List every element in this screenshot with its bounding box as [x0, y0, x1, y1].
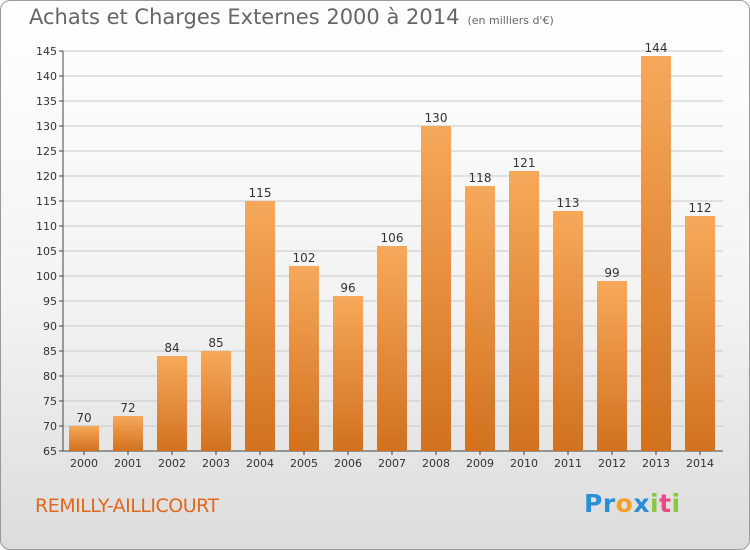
y-tick-label: 65 — [43, 445, 57, 458]
data-label-2010: 121 — [513, 156, 536, 170]
y-tick-label: 125 — [36, 145, 57, 158]
location-label: REMILLY-AILLICOURT — [35, 495, 219, 517]
bar-2006 — [333, 296, 363, 451]
y-tick-label: 110 — [36, 220, 57, 233]
y-tick-label: 85 — [43, 345, 57, 358]
x-tick-label-2004: 2004 — [246, 457, 274, 470]
bar-2009 — [465, 186, 495, 451]
chart-title: Achats et Charges Externes 2000 à 2014 (e… — [29, 5, 554, 29]
x-tick-label-2005: 2005 — [290, 457, 318, 470]
bar-2008 — [421, 126, 451, 451]
chart-title-text: Achats et Charges Externes 2000 à 2014 — [29, 5, 460, 29]
logo-letter: P — [584, 489, 603, 518]
data-label-2004: 115 — [249, 186, 272, 200]
logo-letter: r — [602, 489, 616, 518]
logo-letter: i — [671, 489, 681, 518]
y-tick-label: 135 — [36, 95, 57, 108]
bar-2013 — [641, 56, 671, 451]
data-label-2000: 70 — [76, 411, 91, 425]
bar-2001 — [113, 416, 143, 451]
bar-2000 — [69, 426, 99, 451]
data-label-2008: 130 — [425, 111, 448, 125]
data-label-2006: 96 — [340, 281, 355, 295]
y-tick-label: 120 — [36, 170, 57, 183]
y-tick-label: 95 — [43, 295, 57, 308]
x-tick-label-2010: 2010 — [510, 457, 538, 470]
labels: 65 70 75 80 85 90 95 100 105 110 115 120 125 130 135 14… — [36, 41, 714, 470]
y-tick-label: 130 — [36, 120, 57, 133]
data-label-2001: 72 — [120, 401, 135, 415]
x-tick-label-2007: 2007 — [378, 457, 406, 470]
x-tick-label-2013: 2013 — [642, 457, 670, 470]
data-label-2013: 144 — [645, 41, 668, 55]
y-tick-label: 140 — [36, 70, 57, 83]
data-label-2012: 99 — [604, 266, 619, 280]
bar-2005 — [289, 266, 319, 451]
y-tick-label: 105 — [36, 245, 57, 258]
x-tick-label-2009: 2009 — [466, 457, 494, 470]
bar-2003 — [201, 351, 231, 451]
proxiti-logo: Proxiti — [584, 489, 681, 518]
chart-unit: (en milliers d'€) — [467, 14, 554, 27]
y-tick-label: 115 — [36, 195, 57, 208]
x-tick-label-2003: 2003 — [202, 457, 230, 470]
data-label-2009: 118 — [469, 171, 492, 185]
logo-letter: o — [615, 489, 634, 518]
bar-2014 — [685, 216, 715, 451]
y-tick-label: 100 — [36, 270, 57, 283]
x-tick-label-2008: 2008 — [422, 457, 450, 470]
bar-2007 — [377, 246, 407, 451]
y-tick-label: 80 — [43, 370, 57, 383]
y-tick-label: 90 — [43, 320, 57, 333]
data-label-2003: 85 — [208, 336, 223, 350]
x-tick-label-2006: 2006 — [334, 457, 362, 470]
x-tick-label-2014: 2014 — [686, 457, 714, 470]
logo-letter: t — [659, 489, 672, 518]
logo-letter: x — [633, 489, 650, 518]
x-tick-label-2000: 2000 — [70, 457, 98, 470]
y-tick-label: 75 — [43, 395, 57, 408]
x-tick-label-2002: 2002 — [158, 457, 186, 470]
x-tick-label-2011: 2011 — [554, 457, 582, 470]
logo-letter: i — [650, 489, 660, 518]
bar-2002 — [157, 356, 187, 451]
bars — [69, 56, 715, 451]
y-tick-label: 145 — [36, 45, 57, 58]
bar-2012 — [597, 281, 627, 451]
data-label-2005: 102 — [293, 251, 316, 265]
x-tick-label-2012: 2012 — [598, 457, 626, 470]
data-label-2007: 106 — [381, 231, 404, 245]
x-tick-label-2001: 2001 — [114, 457, 142, 470]
bar-2011 — [553, 211, 583, 451]
data-label-2011: 113 — [557, 196, 580, 210]
data-label-2002: 84 — [164, 341, 179, 355]
bar-2010 — [509, 171, 539, 451]
y-tick-label: 70 — [43, 420, 57, 433]
bar-2004 — [245, 201, 275, 451]
data-label-2014: 112 — [689, 201, 712, 215]
